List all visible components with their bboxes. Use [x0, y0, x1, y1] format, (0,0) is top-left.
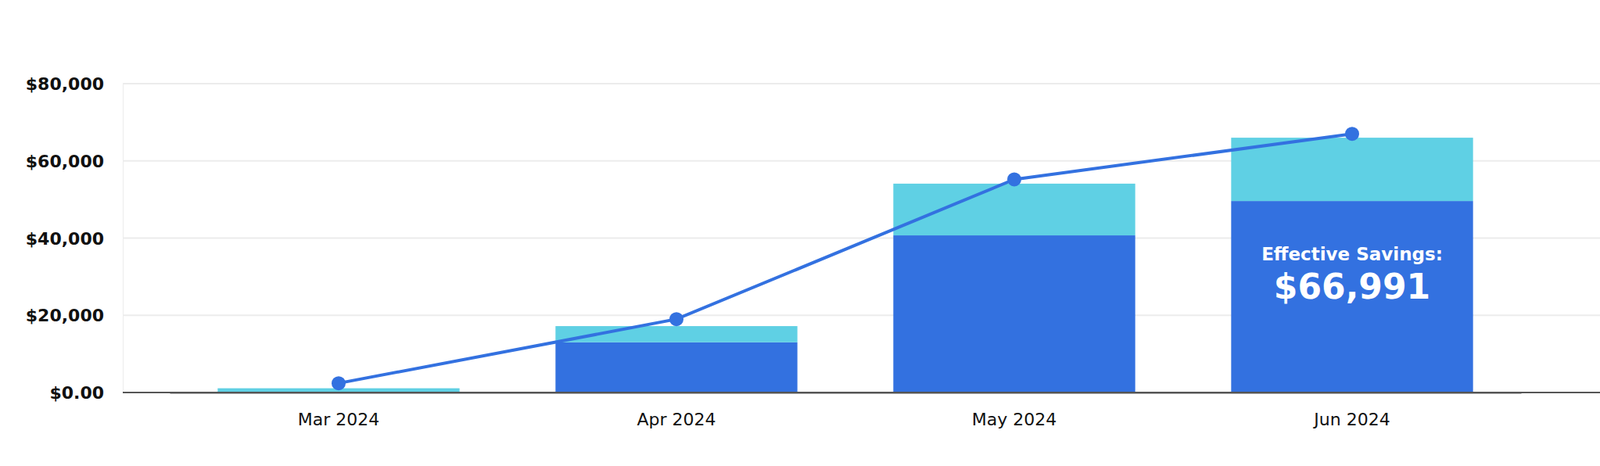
x-tick-label: May 2024	[972, 409, 1057, 430]
x-tick: Mar 2024	[297, 392, 381, 430]
grid-line	[122, 82, 1600, 85]
y-tick: $40,000	[25, 229, 123, 249]
x-tick-label: Apr 2024	[636, 409, 716, 430]
x-tick: Jun 2024	[1312, 392, 1390, 430]
y-tick-label: $80,000	[25, 74, 105, 94]
x-axis: Mar 2024 Apr 2024 May 2024 Jun 2024	[170, 392, 1522, 430]
x-tick: May 2024	[972, 392, 1057, 430]
grid	[122, 83, 1600, 393]
annotation: Effective Savings:	[1261, 243, 1443, 265]
y-tick-label: $60,000	[25, 151, 105, 172]
y-tick-label: $20,000	[25, 305, 105, 326]
y-tick-label: $40,000	[25, 229, 105, 249]
grid-line	[122, 391, 1600, 394]
bar	[893, 235, 1135, 393]
y-tick-label: $0.00	[49, 383, 105, 403]
x-tick: Apr 2024	[636, 392, 716, 430]
line-marker	[669, 312, 684, 327]
marks	[217, 126, 1473, 393]
line-marker	[331, 376, 346, 391]
chart: $0.00 $20,000 $40,000 $60,000 $80,000 Mar 202…	[0, 0, 1600, 466]
y-tick: $60,000	[25, 151, 123, 172]
y-tick: $20,000	[25, 305, 123, 326]
bar	[555, 342, 797, 393]
bar	[1230, 200, 1473, 393]
y-axis: $0.00 $20,000 $40,000 $60,000 $80,000	[25, 74, 124, 403]
line-marker	[1345, 126, 1360, 141]
y-axis-line	[122, 84, 124, 394]
x-axis-line	[170, 392, 1522, 395]
annotation: $66,991	[1273, 266, 1431, 307]
x-tick-label: Jun 2024	[1312, 409, 1390, 430]
bar	[1230, 137, 1473, 201]
y-tick: $80,000	[25, 74, 123, 94]
bar	[893, 183, 1135, 236]
baseline	[122, 391, 1600, 394]
y-tick: $0.00	[49, 383, 123, 403]
line	[338, 133, 1353, 384]
x-tick-label: Mar 2024	[297, 409, 381, 430]
line-marker	[1007, 172, 1022, 187]
